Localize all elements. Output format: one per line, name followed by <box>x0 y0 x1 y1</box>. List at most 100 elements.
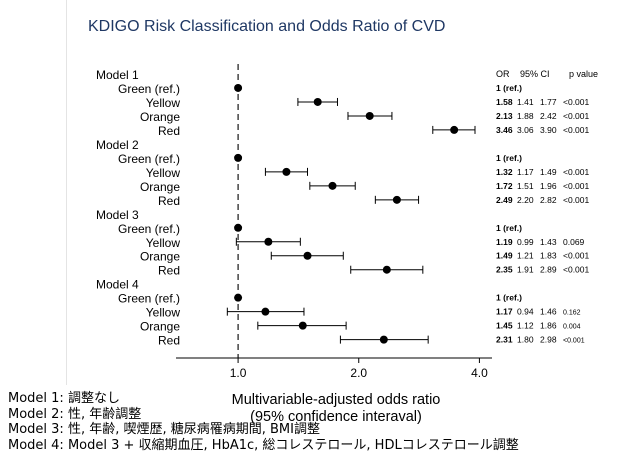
table-header-or: OR <box>496 69 510 79</box>
table-or-value: 1 (ref.) <box>496 293 522 303</box>
table-ci-low: 1.12 <box>517 321 534 331</box>
row-label: Orange <box>140 320 180 334</box>
table-ci-low: 0.99 <box>517 237 534 247</box>
row-label: Orange <box>140 110 180 124</box>
table-ci-high: 1.83 <box>540 251 557 261</box>
or-point <box>234 83 243 92</box>
table-ci-high: 2.42 <box>540 111 557 121</box>
model-group-label: Model 4 <box>96 278 139 292</box>
or-point <box>313 97 322 106</box>
row-label: Yellow <box>146 236 181 250</box>
model-group-label: Model 3 <box>96 208 139 222</box>
table-ci-low: 0.94 <box>517 307 534 317</box>
table-ci-low: 1.88 <box>517 111 534 121</box>
model-note-1: Model 1: 調整なし <box>8 391 120 406</box>
table-p-value: <0.001 <box>563 181 590 191</box>
row-label: Yellow <box>146 306 181 320</box>
table-p-value: 0.069 <box>563 237 585 247</box>
model-group-label: Model 1 <box>96 68 139 82</box>
table-or-value: 1.32 <box>496 167 513 177</box>
chart-title: KDIGO Risk Classification and Odds Ratio… <box>88 18 446 35</box>
table-or-value: 2.31 <box>496 335 513 345</box>
table-ci-low: 1.21 <box>517 251 534 261</box>
table-header-p: p value <box>569 69 598 79</box>
table-or-value: 1.45 <box>496 321 513 331</box>
figure-left-border <box>66 0 67 385</box>
table-header-ci: 95% CI <box>520 69 550 79</box>
table-ci-low: 1.41 <box>517 97 534 107</box>
table-or-value: 2.13 <box>496 111 513 121</box>
row-label: Orange <box>140 180 180 194</box>
row-label: Red <box>158 334 180 348</box>
or-point <box>264 237 273 246</box>
table-ci-low: 1.80 <box>517 335 534 345</box>
table-p-value: <0.001 <box>563 195 590 205</box>
or-point <box>234 223 243 232</box>
table-or-value: 1 (ref.) <box>496 223 522 233</box>
model-notes: Model 1: 調整なし Model 2: 性, 年齢調整 Model 3: … <box>8 391 519 453</box>
or-point <box>261 307 270 316</box>
x-tick-label: 2.0 <box>350 366 367 380</box>
table-ci-low: 1.91 <box>517 265 534 275</box>
x-axis-label: Multivariable-adjusted odds ratio (95% c… <box>186 392 486 426</box>
or-point <box>382 265 391 274</box>
row-label: Orange <box>140 250 180 264</box>
table-ci-high: 1.49 <box>540 167 557 177</box>
table-p-value: 0.004 <box>563 324 581 331</box>
table-or-value: 1.49 <box>496 251 513 261</box>
table-p-value: <0.001 <box>563 111 590 121</box>
table-or-value: 1 (ref.) <box>496 83 522 93</box>
row-label: Red <box>158 264 180 278</box>
x-tick-label: 4.0 <box>471 366 488 380</box>
x-axis-label-line2: (95% confidence interaval) <box>250 409 422 425</box>
table-ci-low: 3.06 <box>517 125 534 135</box>
or-point <box>328 181 337 190</box>
model-note-4: Model 4: Model 3 + 収縮期血圧, HbA1c, 総コレステロー… <box>8 437 519 453</box>
x-axis-label-line1: Multivariable-adjusted odds ratio <box>231 392 441 408</box>
model-group-label: Model 2 <box>96 138 139 152</box>
table-p-value: <0.001 <box>563 338 585 345</box>
table-ci-high: 1.43 <box>540 237 557 247</box>
table-ci-high: 1.77 <box>540 97 557 107</box>
row-label: Green (ref.) <box>118 82 180 96</box>
table-ci-high: 2.82 <box>540 195 557 205</box>
table-p-value: 0.162 <box>563 310 581 317</box>
row-label: Yellow <box>146 96 181 110</box>
or-point <box>379 335 388 344</box>
table-or-value: 2.49 <box>496 195 513 205</box>
table-or-value: 1.72 <box>496 181 513 191</box>
row-label: Green (ref.) <box>118 152 180 166</box>
table-or-value: 1.19 <box>496 237 513 247</box>
table-ci-low: 2.20 <box>517 195 534 205</box>
table-p-value: <0.001 <box>563 265 590 275</box>
table-ci-high: 1.46 <box>540 307 557 317</box>
table-p-value: <0.001 <box>563 97 590 107</box>
row-label: Red <box>158 124 180 138</box>
or-point <box>234 153 243 162</box>
table-p-value: <0.001 <box>563 125 590 135</box>
table-or-value: 1.17 <box>496 307 513 317</box>
or-point <box>365 111 374 120</box>
or-point <box>282 167 291 176</box>
model-note-2: Model 2: 性, 年齢調整 <box>8 406 142 422</box>
table-ci-low: 1.51 <box>517 181 534 191</box>
row-label: Green (ref.) <box>118 292 180 306</box>
or-point <box>450 125 459 134</box>
model-note-3: Model 3: 性, 年齢, 喫煙歴, 糖尿病罹病期間, BMI調整 <box>8 422 320 437</box>
table-or-value: 1 (ref.) <box>496 153 522 163</box>
row-label: Green (ref.) <box>118 222 180 236</box>
table-p-value: <0.001 <box>563 251 590 261</box>
table-or-value: 2.35 <box>496 265 513 275</box>
table-ci-high: 2.98 <box>540 335 557 345</box>
table-or-value: 3.46 <box>496 125 513 135</box>
table-or-value: 1.58 <box>496 97 513 107</box>
table-ci-low: 1.17 <box>517 167 534 177</box>
table-ci-high: 1.86 <box>540 321 557 331</box>
table-ci-high: 3.90 <box>540 125 557 135</box>
or-point <box>392 195 401 204</box>
table-ci-high: 2.89 <box>540 265 557 275</box>
x-tick-label: 1.0 <box>230 366 247 380</box>
table-p-value: <0.001 <box>563 167 590 177</box>
